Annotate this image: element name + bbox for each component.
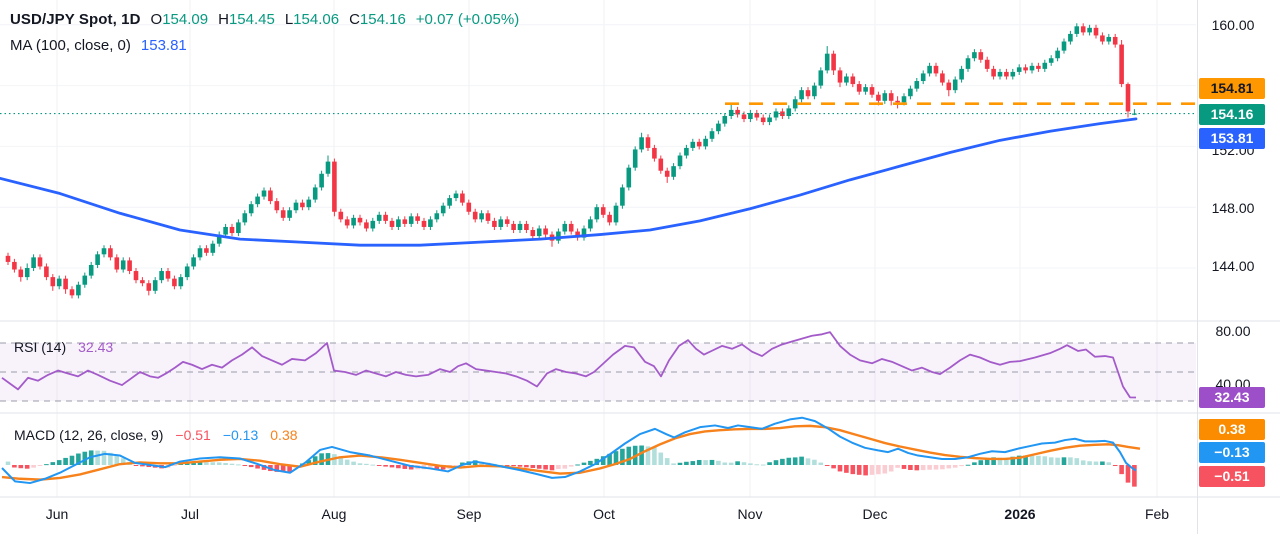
ohlc-high: H 154.45	[218, 11, 275, 28]
macd-line-badge: −0.13	[1199, 442, 1265, 463]
ma-label: MA (100, close, 0)	[10, 37, 131, 54]
time-label-dec: Dec	[862, 506, 888, 522]
rsi-value-badge: 32.43	[1199, 387, 1265, 408]
macd-signal-value: 0.38	[270, 427, 298, 443]
macd-hist-badge: −0.51	[1199, 466, 1265, 487]
ohlc-close: C 154.16	[349, 11, 406, 28]
time-label-jul: Jul	[181, 506, 199, 522]
ma-price-badge: 153.81	[1199, 128, 1265, 149]
price-tick-144: 144.00	[1211, 258, 1255, 274]
time-label-feb: Feb	[1144, 506, 1170, 522]
last-price-badge: 154.16	[1199, 104, 1265, 125]
price-tick-148: 148.00	[1211, 200, 1255, 216]
ma-legend[interactable]: MA (100, close, 0) 153.81	[10, 37, 187, 54]
macd-label: MACD (12, 26, close, 9)	[14, 427, 164, 443]
ohlc-low: L 154.06	[284, 11, 340, 28]
rsi-legend[interactable]: RSI (14) 32.43	[14, 339, 113, 355]
rsi-label: RSI (14)	[14, 339, 67, 355]
resistance-price-badge: 154.81	[1199, 78, 1265, 99]
ma-value: 153.81	[140, 37, 187, 54]
macd-signal-badge: 0.38	[1199, 419, 1265, 440]
symbol-title: USD/JPY Spot, 1D	[10, 11, 141, 28]
time-label-jun: Jun	[45, 506, 69, 522]
macd-legend[interactable]: MACD (12, 26, close, 9) −0.51 −0.13 0.38	[14, 427, 298, 443]
time-label-aug: Aug	[321, 506, 347, 522]
time-label-oct: Oct	[593, 506, 615, 522]
rsi-value: 32.43	[78, 339, 114, 355]
time-label-sep: Sep	[456, 506, 482, 522]
time-label-2026: 2026	[1004, 506, 1036, 522]
macd-line-value: −0.13	[222, 427, 259, 443]
macd-hist-value: −0.51	[175, 427, 211, 443]
time-label-nov: Nov	[737, 506, 763, 522]
change-value: +0.07 (+0.05%)	[415, 11, 520, 28]
price-tick-160: 160.00	[1211, 17, 1255, 33]
symbol-legend[interactable]: USD/JPY Spot, 1D O 154.09 H 154.45 L 154.06…	[10, 11, 519, 28]
rsi-tick-80: 80.00	[1215, 323, 1251, 339]
ohlc-open: O 154.09	[150, 11, 209, 28]
